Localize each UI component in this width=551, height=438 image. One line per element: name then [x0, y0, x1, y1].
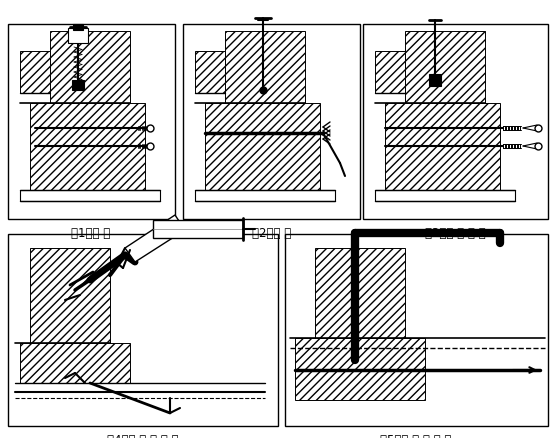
Bar — [30, 248, 110, 343]
Text: （1）成 孔: （1）成 孔 — [72, 226, 111, 240]
Bar — [195, 52, 225, 94]
Bar — [50, 32, 130, 104]
Bar — [385, 104, 500, 191]
Bar — [195, 191, 335, 201]
Bar — [8, 25, 175, 219]
Bar — [285, 234, 548, 426]
Bar — [30, 104, 145, 191]
Bar — [315, 248, 405, 338]
Bar — [73, 25, 83, 31]
Bar — [205, 104, 320, 191]
Bar — [429, 75, 441, 87]
Bar — [225, 32, 305, 104]
Polygon shape — [125, 215, 185, 262]
Text: （2）清 孔: （2）清 孔 — [252, 226, 291, 240]
Text: （3）丙 酮 清 洗: （3）丙 酮 清 洗 — [425, 226, 485, 240]
Bar — [20, 343, 130, 383]
Bar — [375, 52, 405, 94]
Bar — [68, 29, 88, 44]
Bar — [8, 234, 278, 426]
Bar — [20, 52, 50, 94]
Bar — [20, 191, 160, 201]
Bar — [183, 25, 360, 219]
Bar — [405, 32, 485, 104]
Bar — [153, 220, 243, 238]
Bar — [295, 338, 425, 400]
Text: （4）注 入 胶 粘 剂: （4）注 入 胶 粘 剂 — [107, 433, 179, 438]
Text: （5）插 入 连 接 件: （5）插 入 连 接 件 — [380, 433, 452, 438]
Bar — [363, 25, 548, 219]
Bar — [72, 81, 84, 91]
Bar — [375, 191, 515, 201]
